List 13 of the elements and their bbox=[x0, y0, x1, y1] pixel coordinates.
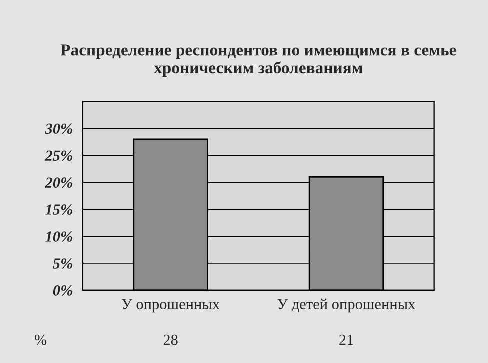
text: % bbox=[34, 334, 47, 346]
data-label: 21 bbox=[340, 334, 354, 346]
data-label: 28 bbox=[164, 334, 178, 346]
y-tick-label: 15% bbox=[46, 204, 72, 216]
y-tick-label: 0% bbox=[53, 286, 72, 296]
y-tick-label: 25% bbox=[45, 150, 72, 162]
chart-title: Распределение респондентов по имеющимся в семье хроническим заболеваниям bbox=[60, 44, 456, 78]
y-tick-label: 30% bbox=[45, 124, 72, 134]
y-tick-label: 20% bbox=[45, 178, 72, 188]
y-tick-label: 5% bbox=[53, 258, 72, 269]
x-tick-label: У детей опрошенных bbox=[278, 298, 416, 313]
x-tick-label: У опрошенных bbox=[122, 299, 220, 313]
y-tick-label: 10% bbox=[46, 232, 72, 242]
